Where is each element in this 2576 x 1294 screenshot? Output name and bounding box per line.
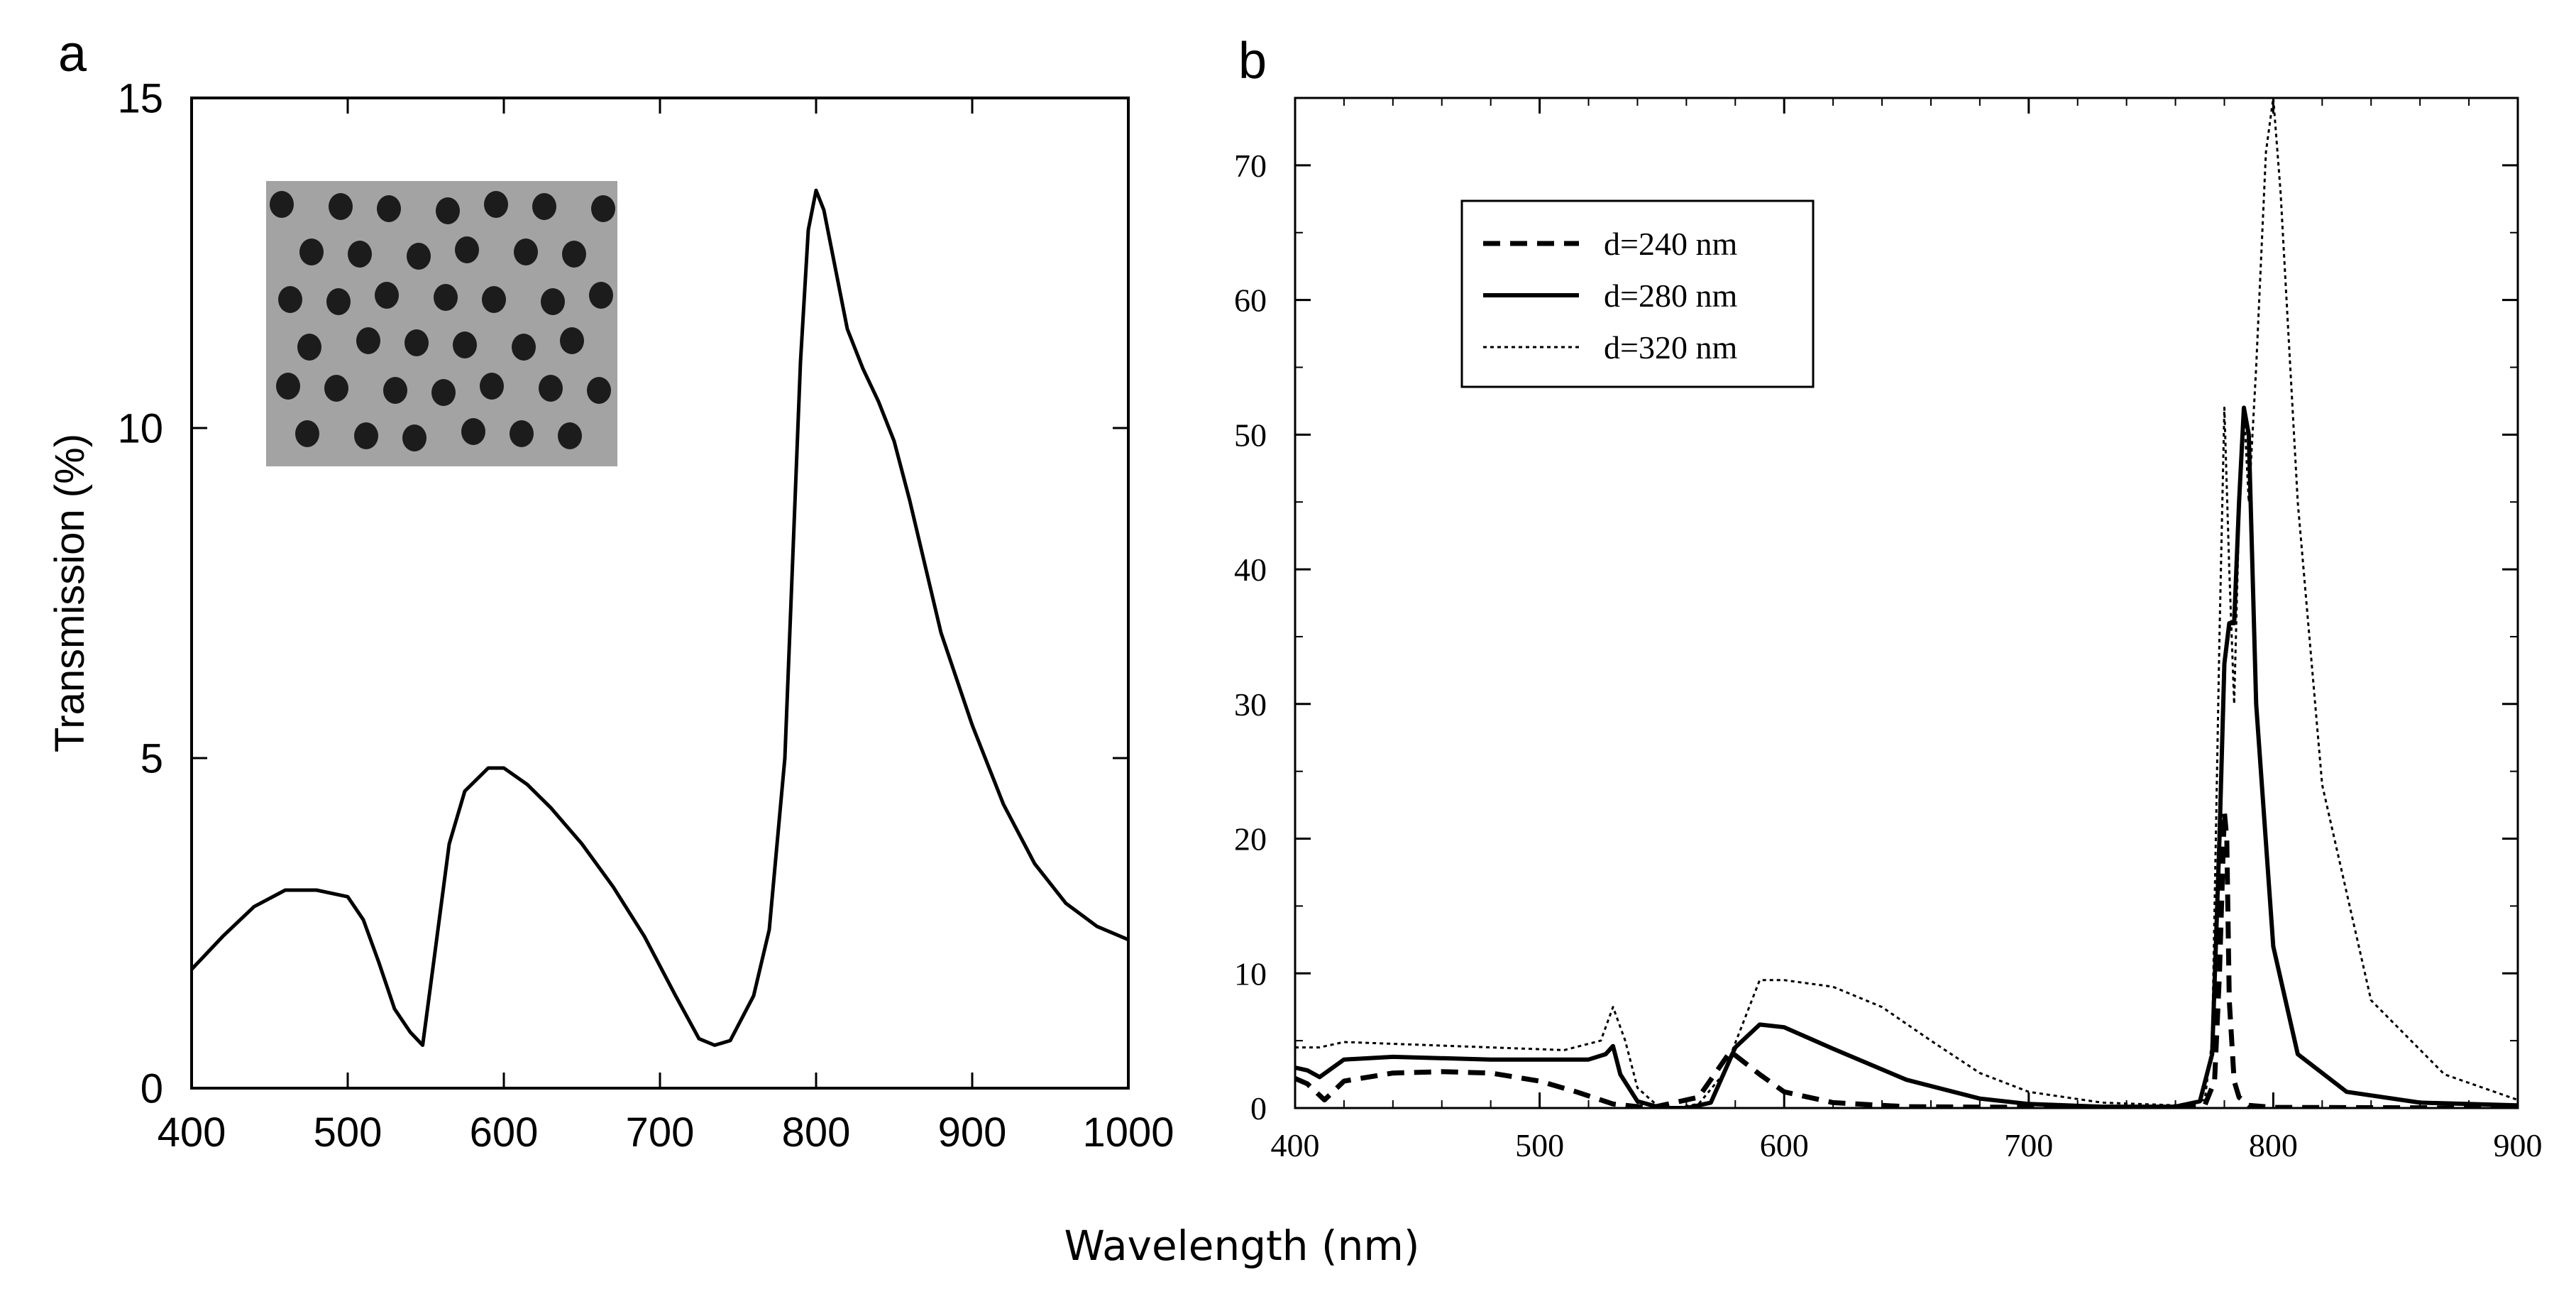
x-tick-label: 600 — [1760, 1127, 1809, 1163]
x-tick-label: 800 — [782, 1109, 851, 1156]
y-tick-label: 30 — [1234, 686, 1267, 723]
inset-hole — [278, 286, 302, 313]
series-line-d-240-nm — [1295, 809, 2518, 1108]
panel-label: b — [1238, 33, 1267, 89]
inset-hole — [541, 288, 565, 315]
inset-hole — [431, 379, 456, 406]
inset-hole — [539, 375, 563, 402]
y-tick-label: 50 — [1234, 417, 1267, 453]
inset-hole — [482, 286, 506, 313]
y-tick-label: 10 — [1234, 955, 1267, 992]
inset-hole — [591, 195, 615, 222]
y-tick-label: 40 — [1234, 552, 1267, 588]
inset-hole — [297, 334, 321, 361]
series-line-d-320-nm — [1295, 98, 2518, 1108]
inset-hole — [276, 373, 300, 400]
inset-hole — [562, 241, 586, 268]
inset-hole — [558, 422, 582, 449]
x-tick-label: 500 — [1515, 1127, 1564, 1163]
legend-label: d=240 nm — [1604, 226, 1737, 262]
inset-hole — [512, 334, 536, 361]
inset-hole — [436, 197, 460, 224]
y-axis-label: Transmission (%) — [47, 434, 93, 752]
inset-hole — [383, 377, 407, 404]
inset-hole — [295, 420, 319, 447]
y-tick-label: 15 — [117, 75, 163, 121]
inset-background — [266, 181, 617, 466]
inset-hole — [375, 282, 399, 309]
inset-hole — [589, 282, 613, 309]
x-tick-label: 400 — [1271, 1127, 1320, 1163]
inset-hole — [270, 191, 294, 218]
inset-hole — [324, 375, 348, 402]
inset-hole — [356, 327, 380, 354]
inset-hole — [514, 238, 538, 265]
inset-hole — [326, 288, 351, 315]
legend: d=240 nm d=280 nm d=320 nm — [1460, 199, 1815, 388]
inset-hole — [484, 191, 508, 218]
y-tick-label: 70 — [1234, 148, 1267, 184]
y-tick-label: 10 — [117, 405, 163, 451]
legend-label: d=280 nm — [1604, 278, 1737, 314]
inset-hole — [407, 243, 431, 270]
inset-hole — [461, 418, 485, 445]
x-tick-label: 700 — [626, 1109, 695, 1156]
y-tick-label: 60 — [1234, 283, 1267, 319]
inset-hole — [348, 241, 372, 268]
inset-hole — [480, 373, 504, 400]
inset-hole — [510, 420, 534, 447]
inset-hole — [404, 329, 429, 356]
x-tick-label: 400 — [158, 1109, 226, 1156]
panel-b: b 400 500 600 700 800 900 0 10 20 30 40 50 60 70 d=240 … — [1234, 33, 2543, 1163]
inset-hole — [434, 284, 458, 311]
series-line-d-280-nm — [1295, 405, 2518, 1108]
panel-a: a 400 500 600 700 800 900 1000 0 5 10 15 Transmissio… — [47, 26, 1174, 1156]
x-tick-label: 900 — [2494, 1127, 2543, 1163]
panel-label: a — [58, 26, 87, 82]
inset-hole — [402, 424, 426, 451]
inset-hole — [377, 195, 401, 222]
y-tick-label: 0 — [141, 1065, 163, 1112]
y-tick-label: 0 — [1250, 1090, 1267, 1126]
inset-hole — [587, 377, 611, 404]
inset-hole — [329, 193, 353, 220]
inset-hole — [532, 193, 556, 220]
inset-micrograph — [266, 181, 617, 466]
legend-label: d=320 nm — [1604, 329, 1737, 366]
x-tick-label: 600 — [470, 1109, 539, 1156]
series-line-measured — [192, 188, 1128, 1047]
x-tick-label: 800 — [2249, 1127, 2298, 1163]
y-tick-label: 20 — [1234, 821, 1267, 857]
y-tick-label: 5 — [141, 735, 163, 782]
inset-hole — [354, 422, 378, 449]
inset-hole — [455, 236, 479, 263]
x-tick-label: 500 — [314, 1109, 382, 1156]
shared-x-axis-label: Wavelength (nm) — [1064, 1222, 1419, 1270]
x-tick-label: 700 — [2004, 1127, 2053, 1163]
x-tick-label: 1000 — [1082, 1109, 1174, 1156]
inset-hole — [560, 327, 584, 354]
inset-hole — [299, 238, 324, 265]
plot-frame — [1294, 97, 2519, 1109]
x-tick-label: 900 — [938, 1109, 1007, 1156]
inset-hole — [453, 331, 477, 358]
